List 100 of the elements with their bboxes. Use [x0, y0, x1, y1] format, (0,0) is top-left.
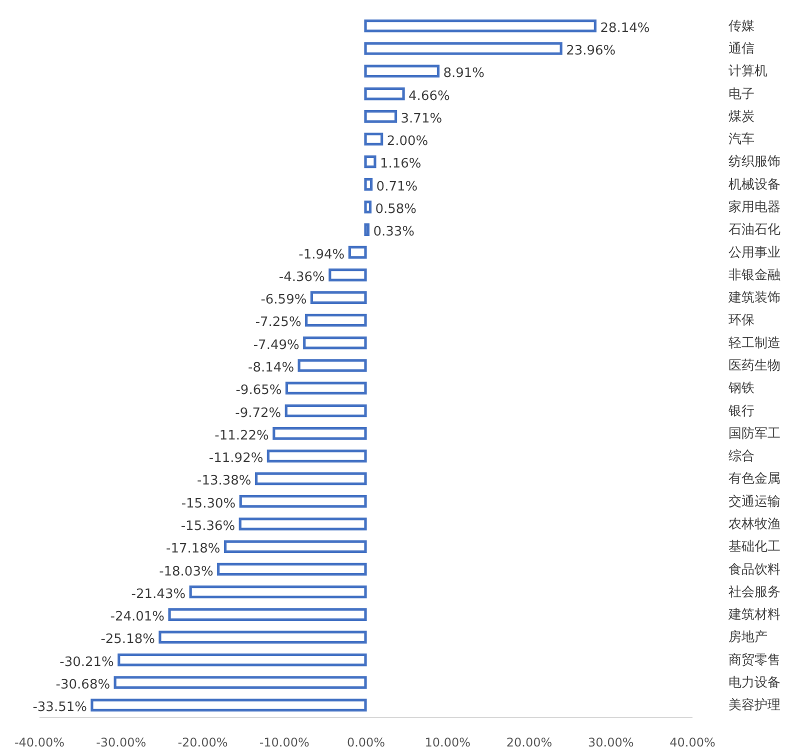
data-label: 0.58% — [375, 202, 417, 218]
bar — [114, 676, 367, 689]
bar — [158, 630, 367, 644]
y-tick-label: 医药生物 — [728, 358, 780, 374]
data-label: -4.36% — [278, 270, 325, 285]
bar — [284, 404, 367, 418]
y-tick-label: 基础化工 — [728, 540, 780, 555]
bar — [239, 494, 367, 508]
data-label: 1.16% — [380, 156, 422, 172]
y-tick-label: 房地产 — [728, 629, 768, 646]
bar — [217, 562, 367, 576]
data-label: -30.21% — [60, 654, 114, 670]
x-tick-label: 20.00% — [506, 736, 552, 750]
data-label: -7.49% — [253, 338, 300, 353]
data-label: -18.03% — [159, 564, 214, 580]
y-tick-label: 非银金融 — [728, 268, 780, 283]
bar — [224, 540, 367, 554]
bar — [364, 132, 384, 146]
bar — [364, 110, 398, 123]
y-tick-label: 美容护理 — [728, 697, 780, 714]
y-tick-label: 商贸零售 — [728, 652, 780, 668]
y-tick-label: 汽车 — [728, 132, 754, 148]
x-tick-label: 10.00% — [424, 736, 471, 750]
bar — [364, 87, 405, 100]
y-tick-label: 社会服务 — [728, 584, 780, 600]
data-label: -9.65% — [236, 383, 282, 398]
data-label: -11.22% — [214, 428, 269, 444]
bar — [285, 382, 367, 395]
y-tick-label: 国防军工 — [728, 426, 780, 442]
y-tick-label: 电子 — [728, 86, 754, 102]
y-tick-label: 机械设备 — [728, 177, 780, 192]
x-tick-label: -40.00% — [14, 736, 65, 750]
data-label: -21.43% — [131, 586, 186, 602]
data-label: -11.92% — [208, 451, 264, 466]
y-tick-label: 钢铁 — [728, 381, 754, 396]
y-tick-label: 食品饮料 — [728, 562, 780, 578]
x-tick-label: -10.00% — [259, 736, 310, 750]
data-label: 28.14% — [600, 20, 650, 36]
bar — [272, 427, 367, 440]
y-tick-label: 银行 — [728, 404, 754, 419]
y-tick-label: 建筑装饰 — [728, 290, 780, 306]
data-label: -24.01% — [110, 610, 165, 625]
data-label: -13.38% — [197, 474, 252, 489]
data-label: -9.72% — [235, 406, 282, 421]
bar — [364, 155, 376, 168]
y-tick-label: 通信 — [728, 42, 754, 57]
data-label: -15.30% — [181, 496, 236, 512]
bar — [168, 608, 367, 621]
x-tick-label: -20.00% — [178, 736, 228, 750]
bar — [238, 518, 367, 530]
x-tick-label: 40.00% — [670, 736, 716, 750]
y-tick-label: 综合 — [728, 449, 754, 464]
data-label: 3.71% — [400, 111, 442, 126]
bar — [364, 200, 372, 214]
data-label: -17.18% — [166, 542, 220, 557]
x-tick-label: 30.00% — [588, 736, 634, 750]
y-tick-label: 建筑材料 — [728, 608, 780, 623]
y-tick-label: 石油石化 — [728, 222, 780, 238]
bar — [298, 359, 367, 372]
y-tick-label: 农林牧渔 — [728, 516, 780, 532]
bar — [348, 246, 367, 259]
y-tick-label: 有色金属 — [728, 472, 780, 487]
data-label: -1.94% — [298, 247, 345, 262]
bar — [310, 291, 367, 304]
y-tick-label: 电力设备 — [728, 675, 780, 690]
bar — [364, 42, 562, 55]
data-label: -25.18% — [100, 632, 155, 648]
data-label: -8.14% — [248, 360, 294, 376]
data-label: 0.71% — [376, 179, 418, 194]
bar — [364, 19, 596, 32]
x-tick-label: -30.00% — [96, 736, 146, 750]
bar — [254, 472, 367, 486]
bar — [189, 586, 367, 598]
data-label: 0.33% — [373, 224, 415, 240]
bar — [90, 698, 367, 712]
y-tick-label: 传媒 — [728, 18, 754, 34]
bar — [328, 268, 367, 282]
y-tick-label: 公用事业 — [728, 245, 780, 260]
bar — [305, 314, 367, 327]
bar — [364, 223, 370, 236]
y-tick-label: 家用电器 — [728, 199, 780, 216]
x-tick-label: 0.00% — [346, 736, 386, 750]
data-label: -30.68% — [56, 677, 110, 692]
data-label: -33.51% — [32, 700, 87, 716]
data-label: 8.91% — [443, 66, 485, 82]
data-label: -15.36% — [180, 518, 236, 534]
bar — [364, 178, 373, 191]
data-label: 23.96% — [566, 44, 616, 59]
data-label: 4.66% — [408, 88, 450, 104]
bar — [266, 450, 367, 462]
bar — [118, 653, 367, 666]
data-label: -6.59% — [260, 292, 307, 308]
y-tick-label: 交通运输 — [728, 493, 780, 510]
y-tick-label: 环保 — [728, 313, 754, 328]
y-tick-label: 纺织服饰 — [728, 154, 780, 170]
y-tick-label: 煤炭 — [728, 109, 754, 124]
y-tick-label: 轻工制造 — [728, 336, 780, 351]
bar — [303, 336, 367, 350]
y-tick-label: 计算机 — [728, 64, 768, 80]
data-label: 2.00% — [386, 134, 428, 150]
